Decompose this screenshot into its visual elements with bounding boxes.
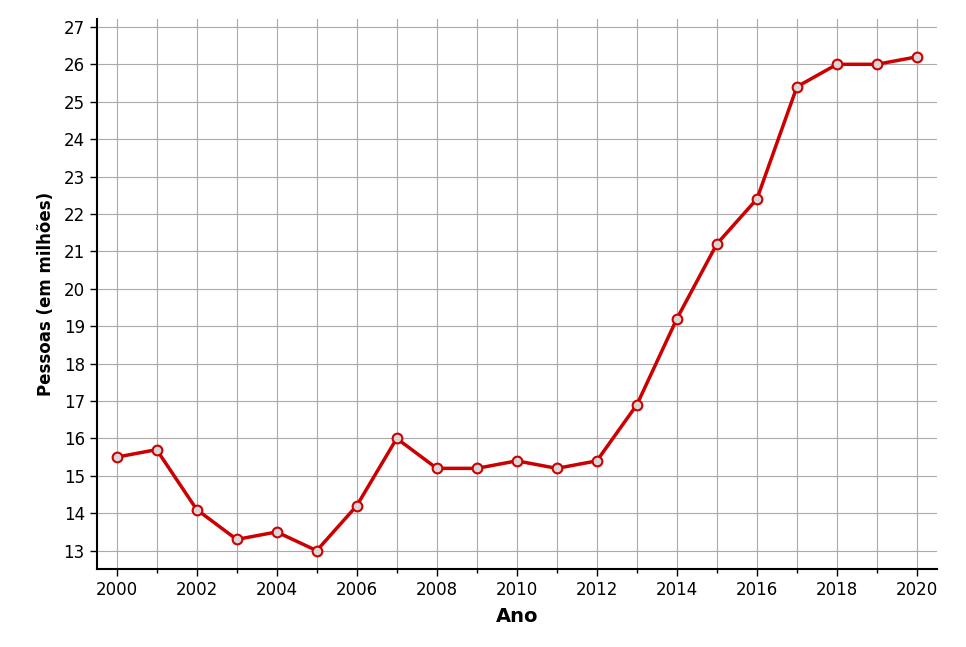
X-axis label: Ano: Ano — [496, 608, 538, 626]
Y-axis label: Pessoas (em milhões): Pessoas (em milhões) — [38, 192, 55, 397]
